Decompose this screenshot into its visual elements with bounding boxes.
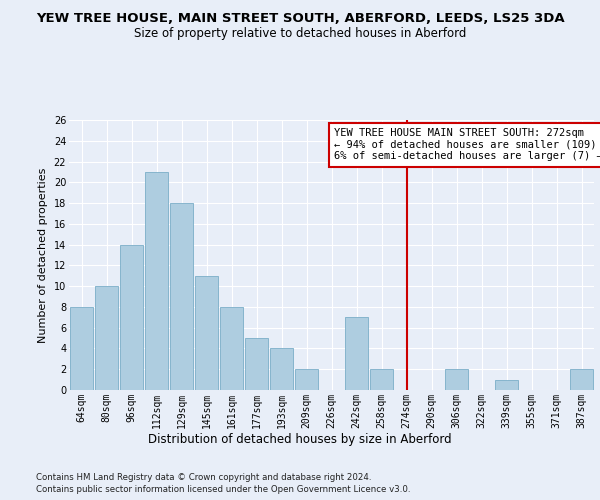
Bar — [95, 286, 118, 390]
Text: Contains HM Land Registry data © Crown copyright and database right 2024.: Contains HM Land Registry data © Crown c… — [36, 472, 371, 482]
Bar — [120, 244, 143, 390]
Bar — [495, 380, 518, 390]
Text: Distribution of detached houses by size in Aberford: Distribution of detached houses by size … — [148, 432, 452, 446]
Bar — [345, 318, 368, 390]
Bar — [570, 369, 593, 390]
Bar — [370, 369, 393, 390]
Bar — [145, 172, 168, 390]
Bar — [70, 307, 93, 390]
Text: YEW TREE HOUSE, MAIN STREET SOUTH, ABERFORD, LEEDS, LS25 3DA: YEW TREE HOUSE, MAIN STREET SOUTH, ABERF… — [35, 12, 565, 26]
Text: YEW TREE HOUSE MAIN STREET SOUTH: 272sqm
← 94% of detached houses are smaller (1: YEW TREE HOUSE MAIN STREET SOUTH: 272sqm… — [334, 128, 600, 162]
Text: Contains public sector information licensed under the Open Government Licence v3: Contains public sector information licen… — [36, 485, 410, 494]
Text: Size of property relative to detached houses in Aberford: Size of property relative to detached ho… — [134, 28, 466, 40]
Bar — [195, 276, 218, 390]
Bar — [220, 307, 243, 390]
Bar — [445, 369, 468, 390]
Bar — [270, 348, 293, 390]
Bar — [245, 338, 268, 390]
Y-axis label: Number of detached properties: Number of detached properties — [38, 168, 48, 342]
Bar — [295, 369, 318, 390]
Bar — [170, 203, 193, 390]
